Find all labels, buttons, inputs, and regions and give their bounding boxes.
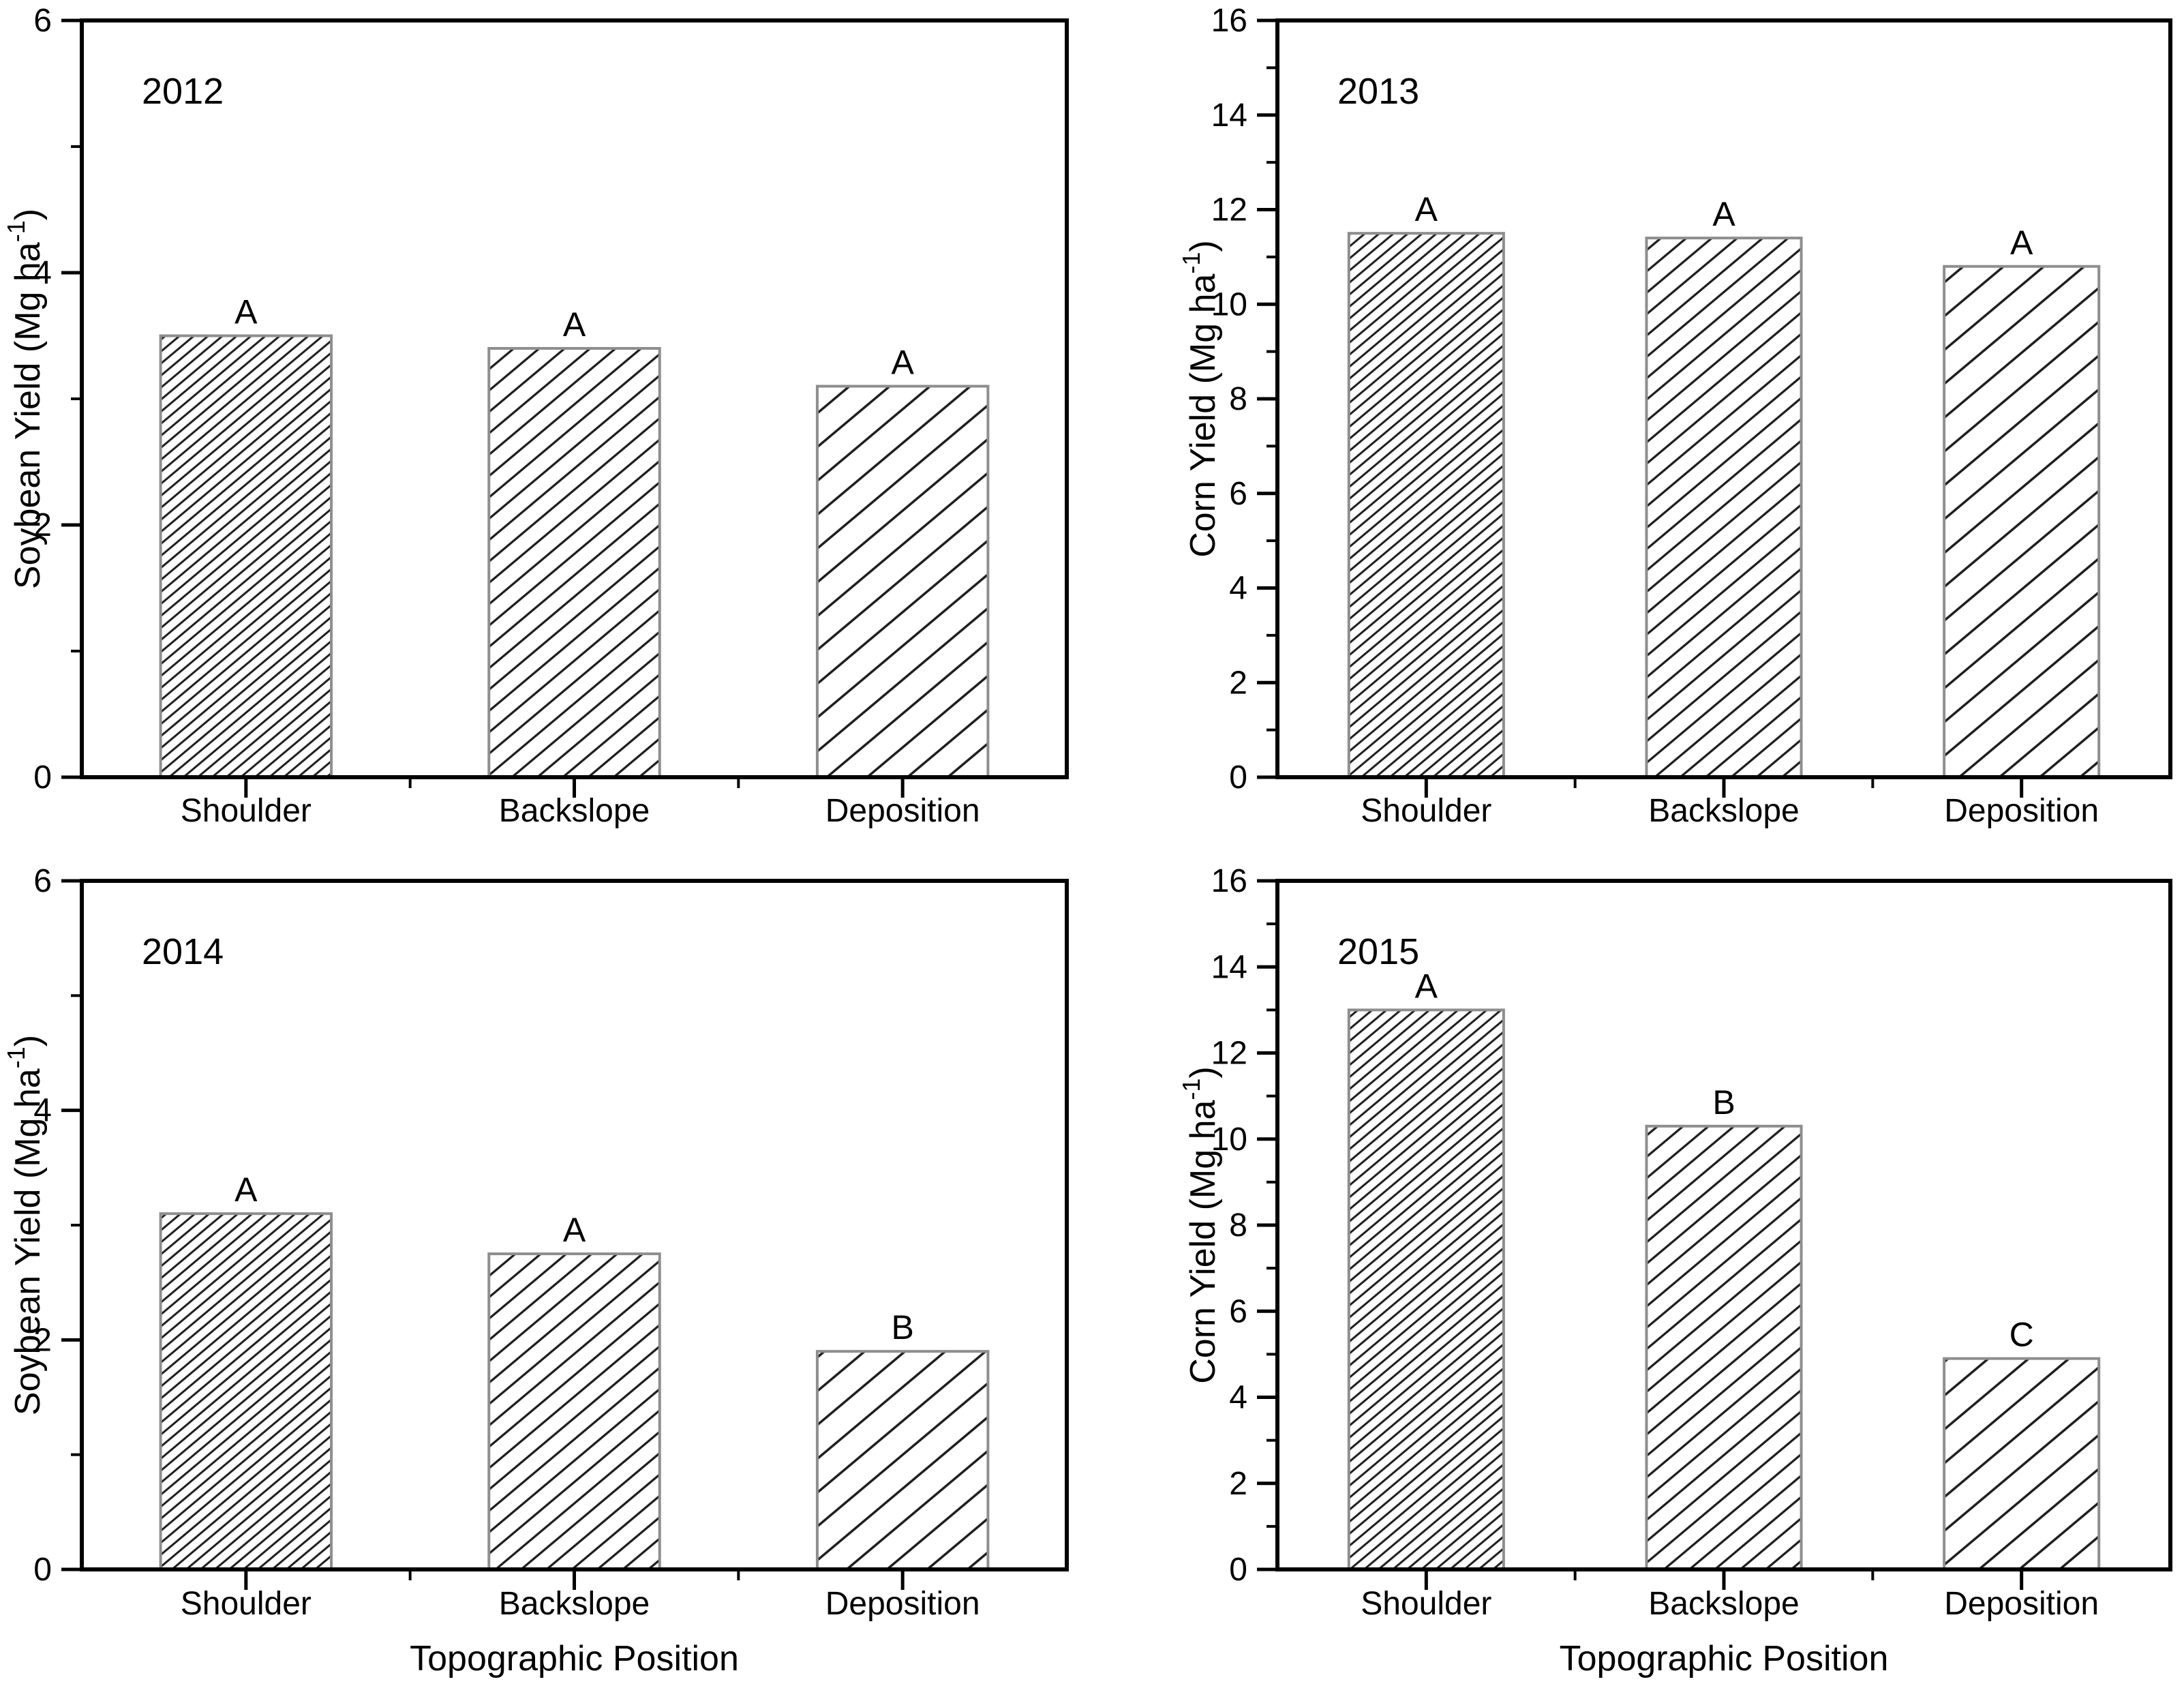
y-tick-label: 0 xyxy=(1229,759,1247,796)
bar-backslope xyxy=(487,347,661,779)
category-label: Shoulder xyxy=(1361,793,1491,829)
y-tick-label: 4 xyxy=(1229,1380,1247,1416)
category-label: Deposition xyxy=(825,1586,980,1622)
significance-letter: A xyxy=(1415,190,1438,228)
bar-shoulder xyxy=(159,1212,333,1571)
bar-deposition xyxy=(815,385,990,779)
x-axis-title: Topographic Position xyxy=(1560,1639,1889,1679)
category-label: Backslope xyxy=(499,1586,650,1622)
y-tick-label: 8 xyxy=(1229,1207,1247,1244)
bar-shoulder xyxy=(1347,232,1505,779)
significance-letter: A xyxy=(234,1171,258,1209)
category-label: Deposition xyxy=(1944,793,2099,829)
bar-backslope xyxy=(1645,1124,1803,1571)
y-axis-title: Soybean Yield (Mg ha-1) xyxy=(2,209,48,589)
category-label: Deposition xyxy=(1944,1586,2099,1622)
y-tick-label: 14 xyxy=(1211,97,1247,134)
y-tick-label: 4 xyxy=(33,1093,52,1129)
significance-letter: A xyxy=(563,305,586,344)
category-label: Backslope xyxy=(1648,793,1799,829)
bar-deposition xyxy=(1943,265,2101,779)
y-tick-label: 2 xyxy=(1229,1466,1247,1502)
y-tick-label: 16 xyxy=(1211,3,1247,39)
y-axis-title: Corn Yield (Mg ha-1) xyxy=(1177,1066,1223,1384)
significance-letter: A xyxy=(891,344,914,382)
y-tick-label: 6 xyxy=(33,863,52,899)
y-tick-label: 6 xyxy=(1229,1293,1247,1329)
y-tick-label: 12 xyxy=(1211,192,1247,228)
y-tick-label: 8 xyxy=(1229,381,1247,417)
bar-deposition xyxy=(815,1350,990,1571)
bar-backslope xyxy=(487,1252,661,1571)
y-tick-label: 14 xyxy=(1211,949,1247,985)
panel-2012-soybean-chart: A Shoulder A Backslope A Deposition 0 2 4 6 2012 So… xyxy=(2,3,1069,829)
significance-letter: A xyxy=(2010,224,2033,262)
y-tick-label: 12 xyxy=(1211,1036,1247,1072)
x-axis-title: Topographic Position xyxy=(410,1639,739,1679)
bar-shoulder xyxy=(1347,1008,1505,1571)
significance-letter: A xyxy=(234,293,258,331)
panel-2015-corn-chart: A Shoulder B Backslope C Deposition 0 2 4 6 8 10 12 1… xyxy=(1177,863,2172,1679)
y-tick-label: 0 xyxy=(1229,1552,1247,1588)
year-label: 2012 xyxy=(142,71,224,112)
significance-letter: A xyxy=(1712,195,1735,233)
y-tick-label: 4 xyxy=(1229,571,1247,607)
significance-letter: B xyxy=(1712,1083,1735,1122)
bar-backslope xyxy=(1645,237,1803,779)
category-label: Deposition xyxy=(825,793,980,829)
y-tick-label: 10 xyxy=(1211,286,1247,322)
year-label: 2014 xyxy=(142,931,224,972)
category-label: Shoulder xyxy=(181,1586,312,1622)
category-label: Shoulder xyxy=(181,793,312,829)
significance-letter: A xyxy=(563,1211,586,1249)
bar-shoulder xyxy=(159,334,333,779)
y-tick-label: 6 xyxy=(1229,476,1247,512)
y-tick-label: 4 xyxy=(33,255,52,291)
y-tick-label: 2 xyxy=(33,507,52,543)
y-axis-title: Soybean Yield (Mg ha-1) xyxy=(2,1035,48,1415)
y-tick-label: 2 xyxy=(33,1322,52,1358)
y-tick-label: 0 xyxy=(33,759,52,796)
y-axis-title: Corn Yield (Mg ha-1) xyxy=(1177,240,1223,558)
year-label: 2013 xyxy=(1337,71,1419,112)
significance-letter: C xyxy=(2009,1316,2034,1354)
year-label: 2015 xyxy=(1337,931,1419,972)
y-tick-label: 10 xyxy=(1211,1122,1247,1158)
y-tick-label: 6 xyxy=(33,3,52,39)
significance-letter: B xyxy=(891,1308,913,1346)
y-tick-label: 16 xyxy=(1211,863,1247,899)
y-tick-label: 2 xyxy=(1229,665,1247,701)
category-label: Shoulder xyxy=(1361,1586,1491,1622)
y-tick-label: 0 xyxy=(33,1552,52,1588)
panel-2014-soybean-chart: A Shoulder A Backslope B Deposition 0 2 4 6 2014 So… xyxy=(2,863,1069,1679)
panel-2013-corn-chart: A Shoulder A Backslope A Deposition 0 2 4 6 8 10 12 1… xyxy=(1177,3,2172,829)
category-label: Backslope xyxy=(499,793,650,829)
bar-deposition xyxy=(1943,1357,2101,1571)
significance-letter: A xyxy=(1415,967,1438,1005)
category-label: Backslope xyxy=(1648,1586,1799,1622)
